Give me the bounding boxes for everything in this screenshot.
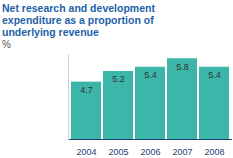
svg-text:5.2: 5.2	[112, 74, 125, 84]
svg-text:2005: 2005	[108, 147, 128, 155]
svg-text:5.8: 5.8	[176, 62, 189, 72]
svg-text:2006: 2006	[140, 147, 160, 155]
svg-text:5.4: 5.4	[208, 70, 221, 80]
svg-text:2008: 2008	[204, 147, 224, 155]
html-text:Net research and development e: Net research and development expenditure…	[2, 2, 155, 38]
svg-text:5.4: 5.4	[144, 70, 157, 80]
svg-text:4.7: 4.7	[80, 85, 93, 95]
svg-text:2007: 2007	[172, 147, 192, 155]
svg-text:2004: 2004	[76, 147, 96, 155]
